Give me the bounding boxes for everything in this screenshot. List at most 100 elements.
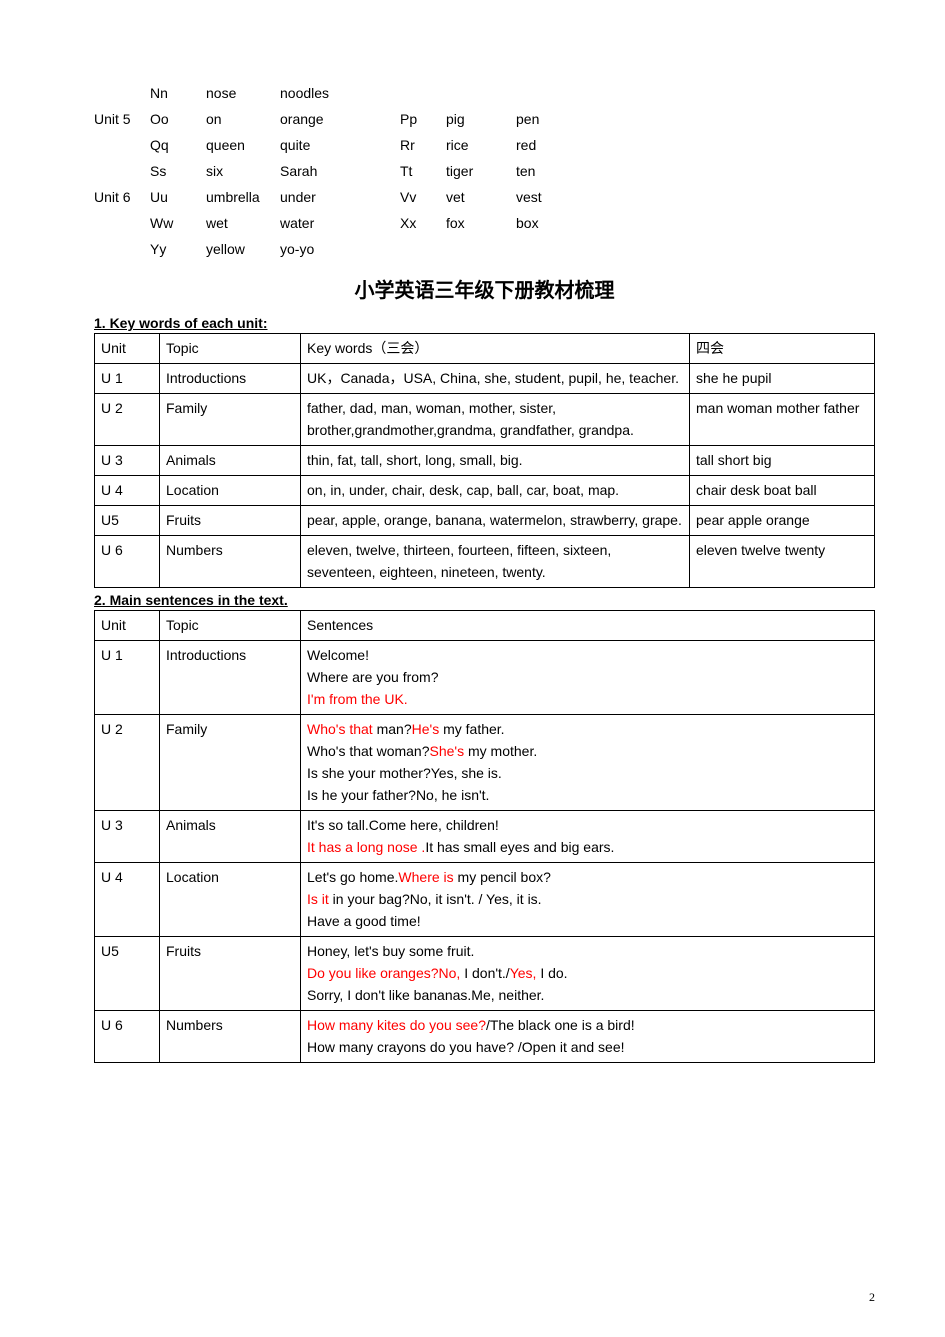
- letter-cell: Pp: [400, 106, 446, 132]
- letter-cell: box: [516, 210, 576, 236]
- letter-cell: yo-yo: [280, 236, 360, 262]
- table-cell: chair desk boat ball: [690, 476, 875, 506]
- letter-cell: orange: [280, 106, 360, 132]
- letter-row: Unit 5OoonorangePppigpen: [94, 106, 875, 132]
- letter-cell: Uu: [150, 184, 206, 210]
- sentence-fragment: /The black one is a bird!: [486, 1017, 635, 1033]
- keywords-table: UnitTopicKey words（三会）四会U 1Introductions…: [94, 333, 875, 588]
- letter-cell: umbrella: [206, 184, 280, 210]
- section1-heading: 1. Key words of each unit:: [94, 315, 875, 331]
- letter-cell: Ww: [150, 210, 206, 236]
- table-cell: eleven twelve twenty: [690, 536, 875, 588]
- letter-cell: quite: [280, 132, 360, 158]
- letter-cell: [360, 80, 400, 106]
- sentence-fragment: It has a long nose .: [307, 839, 425, 855]
- sentence-fragment: How many kites do you see?: [307, 1017, 486, 1033]
- table-cell: man woman mother father: [690, 394, 875, 446]
- sentence-fragment: Who's that woman?: [307, 743, 430, 759]
- letter-cell: [400, 236, 446, 262]
- sentence-fragment: She's: [430, 743, 468, 759]
- table-cell: Numbers: [160, 536, 301, 588]
- letter-cell: [516, 80, 576, 106]
- table-row: U 2Familyfather, dad, man, woman, mother…: [95, 394, 875, 446]
- sentences-table: UnitTopicSentencesU 1IntroductionsWelcom…: [94, 610, 875, 1063]
- table-header-cell: Topic: [160, 334, 301, 364]
- table-row: U 3Animalsthin, fat, tall, short, long, …: [95, 446, 875, 476]
- letter-cell: nose: [206, 80, 280, 106]
- letter-cell: [400, 80, 446, 106]
- table-cell: thin, fat, tall, short, long, small, big…: [301, 446, 690, 476]
- sentence-fragment: Who's that: [307, 721, 377, 737]
- letter-cell: [360, 132, 400, 158]
- table-cell: U 6: [95, 536, 160, 588]
- letter-cell: Rr: [400, 132, 446, 158]
- table-header-cell: Unit: [95, 334, 160, 364]
- table-cell: UK，Canada，USA, China, she, student, pupi…: [301, 364, 690, 394]
- table-cell: U5: [95, 937, 160, 1011]
- sentence-fragment: I'm from the UK.: [307, 691, 408, 707]
- letter-cell: Sarah: [280, 158, 360, 184]
- table-cell: Fruits: [160, 506, 301, 536]
- letter-row: SssixSarahTttigerten: [94, 158, 875, 184]
- letter-cell: [94, 236, 150, 262]
- letter-cell: Yy: [150, 236, 206, 262]
- table-cell: Introductions: [160, 641, 301, 715]
- letter-cell: six: [206, 158, 280, 184]
- table-row: U5FruitsHoney, let's buy some fruit.Do y…: [95, 937, 875, 1011]
- table-row: U5Fruitspear, apple, orange, banana, wat…: [95, 506, 875, 536]
- table-cell: Animals: [160, 811, 301, 863]
- letter-cell: Tt: [400, 158, 446, 184]
- table-cell: Let's go home.Where is my pencil box?Is …: [301, 863, 875, 937]
- table-row: U 4Locationon, in, under, chair, desk, c…: [95, 476, 875, 506]
- letter-cell: Vv: [400, 184, 446, 210]
- letter-cell: [446, 236, 516, 262]
- page-number: 2: [869, 1290, 875, 1305]
- sentence-fragment: Have a good time!: [307, 913, 421, 929]
- table-cell: she he pupil: [690, 364, 875, 394]
- table-cell: Honey, let's buy some fruit.Do you like …: [301, 937, 875, 1011]
- letter-cell: vet: [446, 184, 516, 210]
- table-row: U 3AnimalsIt's so tall.Come here, childr…: [95, 811, 875, 863]
- sentence-fragment: Welcome!: [307, 647, 369, 663]
- sentence-fragment: my father.: [443, 721, 504, 737]
- page-title: 小学英语三年级下册教材梳理: [94, 274, 875, 303]
- letter-cell: [360, 106, 400, 132]
- sentence-fragment: Where are you from?: [307, 669, 439, 685]
- table-cell: Introductions: [160, 364, 301, 394]
- letter-cell: under: [280, 184, 360, 210]
- table-cell: Location: [160, 476, 301, 506]
- table-cell: Family: [160, 394, 301, 446]
- letter-cell: noodles: [280, 80, 360, 106]
- table-cell: U 4: [95, 863, 160, 937]
- table-cell: U 3: [95, 446, 160, 476]
- letter-cell: Nn: [150, 80, 206, 106]
- letter-cell: Unit 5: [94, 106, 150, 132]
- table-cell: U 2: [95, 394, 160, 446]
- table-cell: pear apple orange: [690, 506, 875, 536]
- letter-row: Yyyellowyo-yo: [94, 236, 875, 262]
- letter-cell: red: [516, 132, 576, 158]
- sentence-fragment: Is he your father?No, he isn't.: [307, 787, 489, 803]
- sentence-fragment: my mother.: [468, 743, 537, 759]
- letter-cell: [94, 80, 150, 106]
- sentence-fragment: How many crayons do you have? /Open it a…: [307, 1039, 625, 1055]
- sentence-fragment: Do you like oranges?: [307, 965, 439, 981]
- letter-cell: ten: [516, 158, 576, 184]
- letter-row: Nnnosenoodles: [94, 80, 875, 106]
- sentence-fragment: No,: [439, 965, 461, 981]
- letter-cell: Oo: [150, 106, 206, 132]
- letter-cell: queen: [206, 132, 280, 158]
- letter-cell: [94, 132, 150, 158]
- sentence-fragment: I don't./: [460, 965, 509, 981]
- table-cell: U5: [95, 506, 160, 536]
- sentence-fragment: Sorry, I don't like bananas.Me, neither.: [307, 987, 544, 1003]
- letter-cell: pig: [446, 106, 516, 132]
- sentence-fragment: in your bag?No, it isn't. / Yes, it is.: [333, 891, 542, 907]
- sentence-fragment: I do.: [536, 965, 567, 981]
- table-cell: tall short big: [690, 446, 875, 476]
- section2-heading: 2. Main sentences in the text.: [94, 592, 875, 608]
- letter-cell: [360, 210, 400, 236]
- sentence-fragment: It has small eyes and big ears.: [425, 839, 614, 855]
- table-cell: Animals: [160, 446, 301, 476]
- letter-row: WwwetwaterXxfoxbox: [94, 210, 875, 236]
